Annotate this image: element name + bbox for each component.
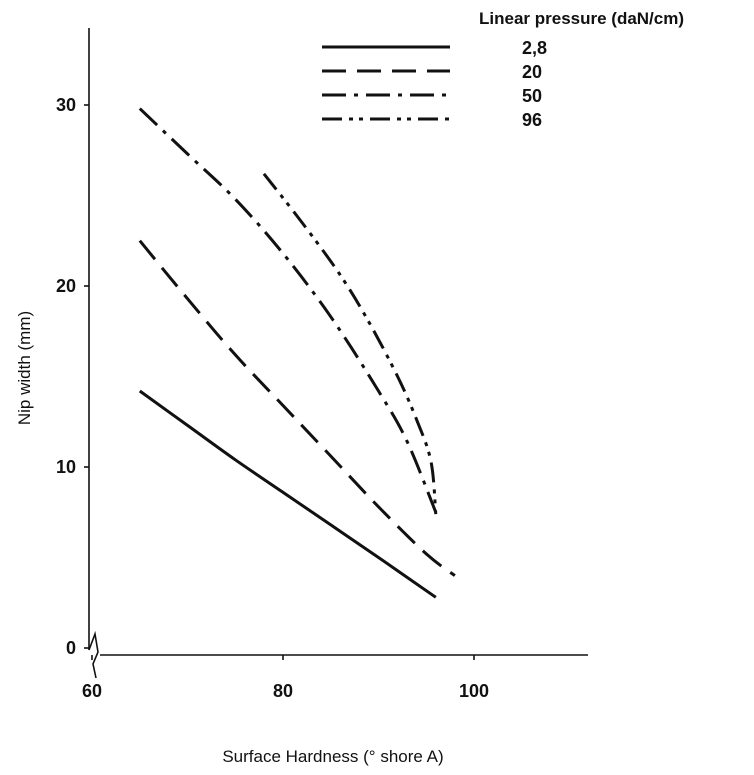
- series-line-4: [262, 172, 438, 515]
- legend-title: Linear pressure (daN/cm): [479, 9, 684, 28]
- series-line-2: [138, 239, 456, 577]
- legend-label: 2,8: [522, 38, 547, 58]
- y-tick-group: 0 10 20 30: [56, 95, 89, 658]
- series-line-1: [138, 389, 437, 599]
- x-tick-label: 80: [273, 681, 293, 701]
- series-group: [138, 107, 456, 599]
- legend: 2,8 20 50 96: [322, 38, 547, 130]
- series-line-3: [138, 107, 438, 513]
- x-axis-title: Surface Hardness (° shore A): [222, 747, 443, 766]
- axis-break-mark: [88, 630, 99, 679]
- x-tick-label: 60: [82, 681, 102, 701]
- legend-label: 20: [522, 62, 542, 82]
- legend-label: 96: [522, 110, 542, 130]
- y-tick-label: 30: [56, 95, 76, 115]
- x-tick-label: 100: [459, 681, 489, 701]
- y-axis-title: Nip width (mm): [15, 311, 34, 425]
- y-tick-label: 0: [66, 638, 76, 658]
- y-tick-label: 20: [56, 276, 76, 296]
- y-tick-label: 10: [56, 457, 76, 477]
- x-tick-group: 60 80 100: [82, 655, 489, 701]
- legend-label: 50: [522, 86, 542, 106]
